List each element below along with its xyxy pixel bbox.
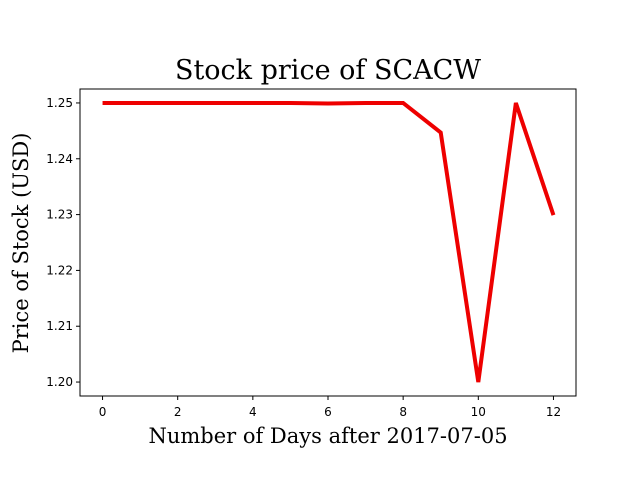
- x-tick-label: 4: [249, 405, 257, 419]
- data-point: [288, 101, 292, 105]
- y-tick-label: 1.23: [46, 208, 73, 222]
- series-line: [102, 100, 556, 383]
- y-tick-label: 1.22: [46, 263, 73, 277]
- plot-frame: [79, 88, 577, 397]
- data-point: [176, 101, 180, 105]
- data-point: [101, 101, 105, 105]
- y-axis: 1.20 1.21 1.22 1.23 1.24 1.25: [46, 96, 80, 389]
- data-point: [401, 101, 405, 105]
- x-tick-label: 2: [174, 405, 182, 419]
- y-tick-label: 1.20: [46, 375, 73, 389]
- x-tick-label: 0: [99, 405, 107, 419]
- chart-title: Stock price of SCACW: [175, 55, 481, 86]
- data-point: [364, 101, 368, 105]
- data-point: [213, 101, 217, 105]
- x-tick-label: 10: [471, 405, 486, 419]
- y-axis-label: Price of Stock (USD): [9, 133, 33, 354]
- plot-area: [79, 88, 577, 397]
- data-point: [514, 101, 518, 105]
- data-point: [326, 102, 330, 106]
- data-point: [138, 101, 142, 105]
- x-axis: 0 2 4 6 8 10 12: [99, 396, 561, 419]
- data-point: [251, 101, 255, 105]
- y-tick-label: 1.24: [46, 152, 73, 166]
- x-tick-label: 6: [324, 405, 332, 419]
- y-tick-label: 1.25: [46, 96, 73, 110]
- data-point: [439, 131, 443, 135]
- x-axis-label: Number of Days after 2017-07-05: [148, 424, 507, 448]
- data-point: [476, 380, 480, 384]
- y-tick-label: 1.21: [46, 319, 73, 333]
- x-tick-label: 8: [399, 405, 407, 419]
- x-tick-label: 12: [546, 405, 561, 419]
- data-point: [551, 213, 555, 217]
